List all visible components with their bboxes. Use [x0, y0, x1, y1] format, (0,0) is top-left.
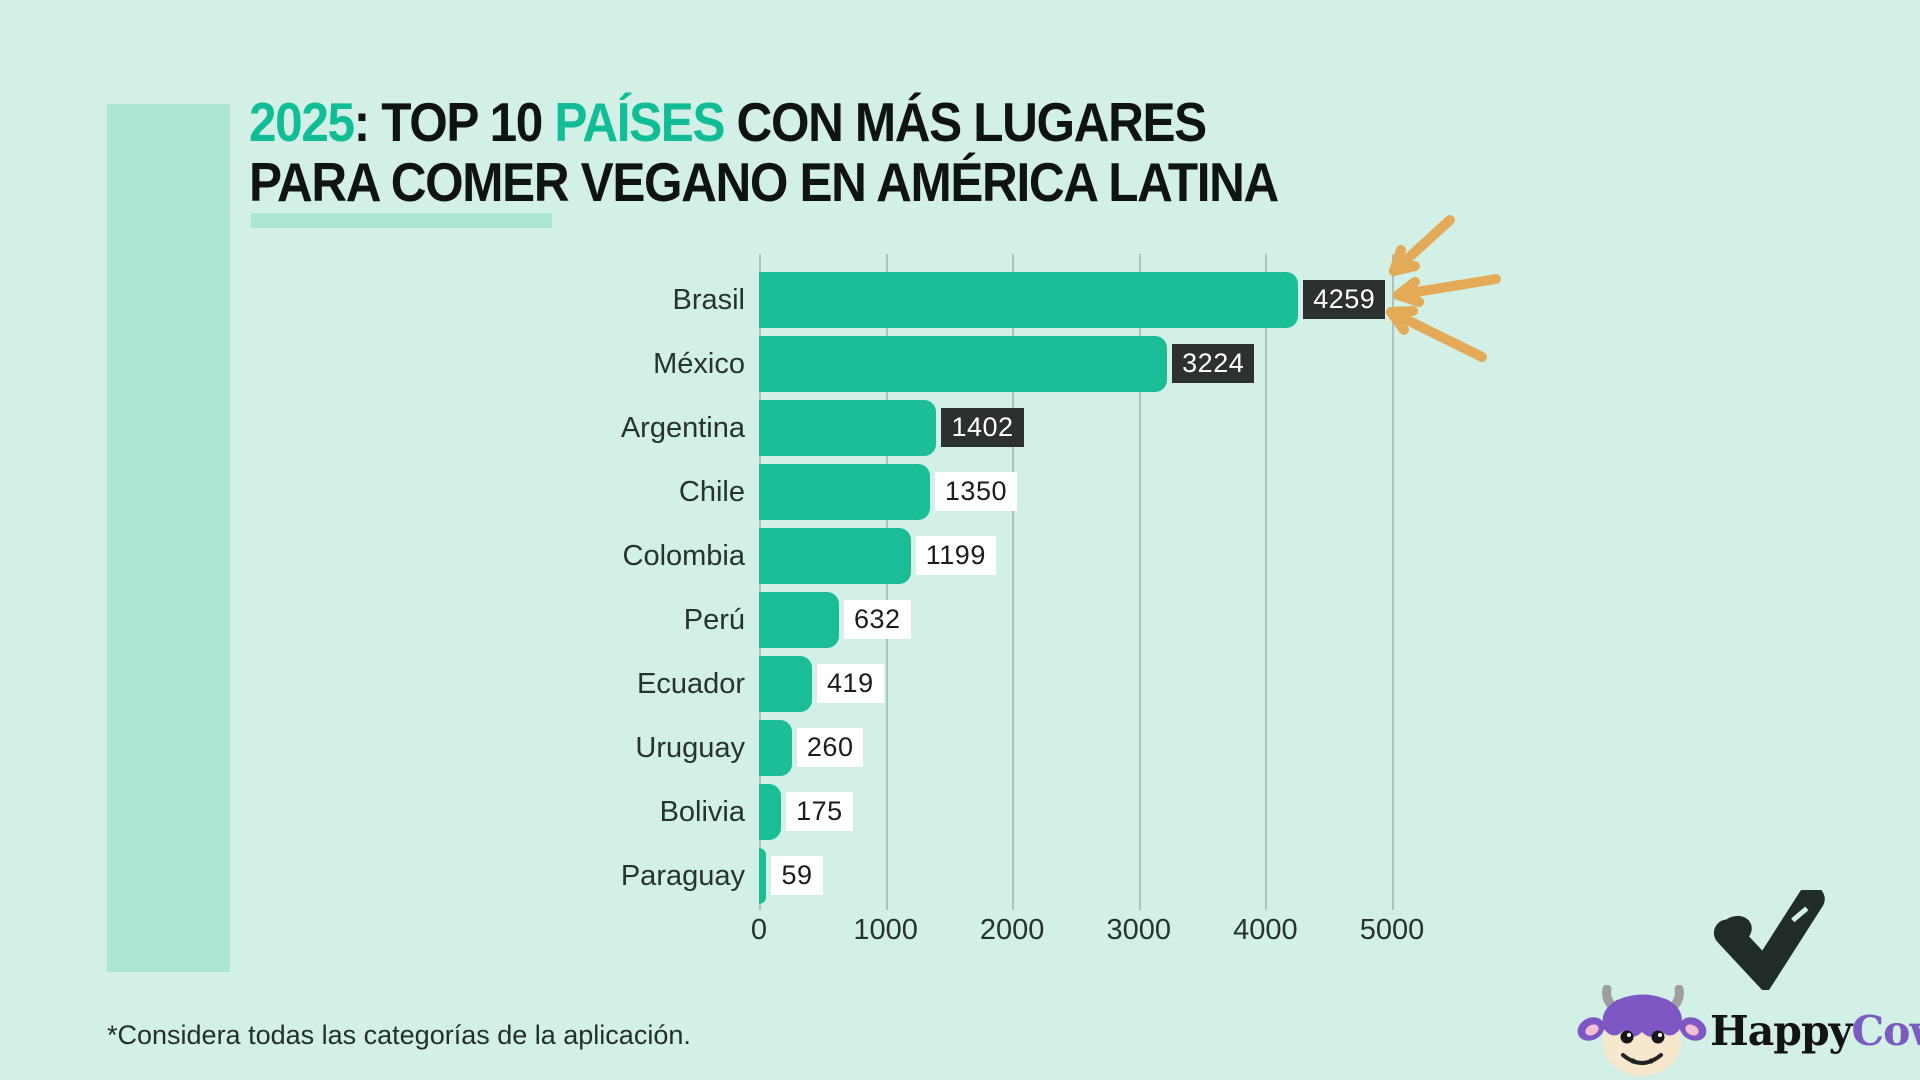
- gridline-3000: [1138, 254, 1141, 910]
- arrows-doodle-icon: [1386, 215, 1501, 362]
- bar: [759, 656, 813, 712]
- bar: [759, 272, 1299, 328]
- value-badge: 260: [796, 728, 864, 767]
- value-badge: 1350: [934, 472, 1017, 511]
- cow-icon: [1577, 985, 1707, 1076]
- country-label: México: [653, 348, 745, 380]
- country-label: Ecuador: [636, 668, 745, 700]
- logo-word-happy: Happy: [1710, 1007, 1852, 1055]
- axis-tick-label: 4000: [1233, 914, 1298, 946]
- bar: [759, 336, 1168, 392]
- gridline-2000: [1012, 254, 1015, 910]
- axis-tick-label: 5000: [1359, 914, 1425, 946]
- bar: [759, 464, 930, 520]
- bar: [759, 528, 911, 584]
- bar: [759, 720, 792, 776]
- value-badge: 59: [771, 856, 823, 895]
- country-label: Brasil: [672, 284, 745, 316]
- value-badge: 1402: [941, 408, 1024, 447]
- country-label: Perú: [683, 604, 745, 636]
- country-label: Argentina: [620, 412, 745, 444]
- country-label: Uruguay: [635, 732, 745, 764]
- left-accent-panel: [107, 104, 230, 972]
- bar: [759, 784, 782, 840]
- value-badge: 175: [786, 792, 853, 831]
- title-line-2: PARA COMER VEGANO EN AMÉRICA LATINA: [249, 151, 1279, 213]
- gridline-4000: [1265, 254, 1268, 910]
- value-badge: 419: [817, 664, 884, 703]
- bar: [759, 592, 839, 648]
- footnote: *Considera todas las categorías de la ap…: [107, 1020, 691, 1050]
- country-label: Paraguay: [620, 860, 745, 892]
- page-title: 2025: TOP 10 PAÍSES CON MÁS LUGARES PARA…: [249, 92, 1392, 212]
- logo-word-cow: Cow: [1851, 1007, 1920, 1055]
- axis-tick-label: 1000: [853, 914, 918, 946]
- value-badge: 1199: [915, 536, 996, 575]
- heart-doodle-icon: [1713, 890, 1825, 990]
- axis-tick-label: 0: [750, 914, 768, 946]
- axis-tick-label: 2000: [979, 914, 1045, 946]
- country-label: Chile: [678, 476, 745, 508]
- bar: [759, 848, 767, 904]
- title-accent-text: 2025: [249, 91, 355, 153]
- value-badge: 4259: [1303, 280, 1386, 319]
- title-text: CON MÁS LUGARES: [724, 91, 1208, 153]
- axis-tick-label: 3000: [1106, 914, 1172, 946]
- gridline-5000: [1392, 254, 1394, 910]
- title-text: : TOP 10: [353, 91, 555, 153]
- country-label: Bolivia: [659, 796, 745, 828]
- value-badge: 3224: [1172, 344, 1255, 383]
- value-badge: 632: [844, 600, 911, 639]
- bar: [759, 400, 937, 456]
- title-accent-text: PAÍSES: [554, 91, 725, 153]
- title-underline-accent: [251, 213, 552, 228]
- country-label: Colombia: [622, 540, 746, 572]
- happycow-logo-text: HappyCow: [1710, 1008, 1920, 1054]
- title-line-1: 2025: TOP 10 PAÍSES CON MÁS LUGARES: [249, 92, 1278, 152]
